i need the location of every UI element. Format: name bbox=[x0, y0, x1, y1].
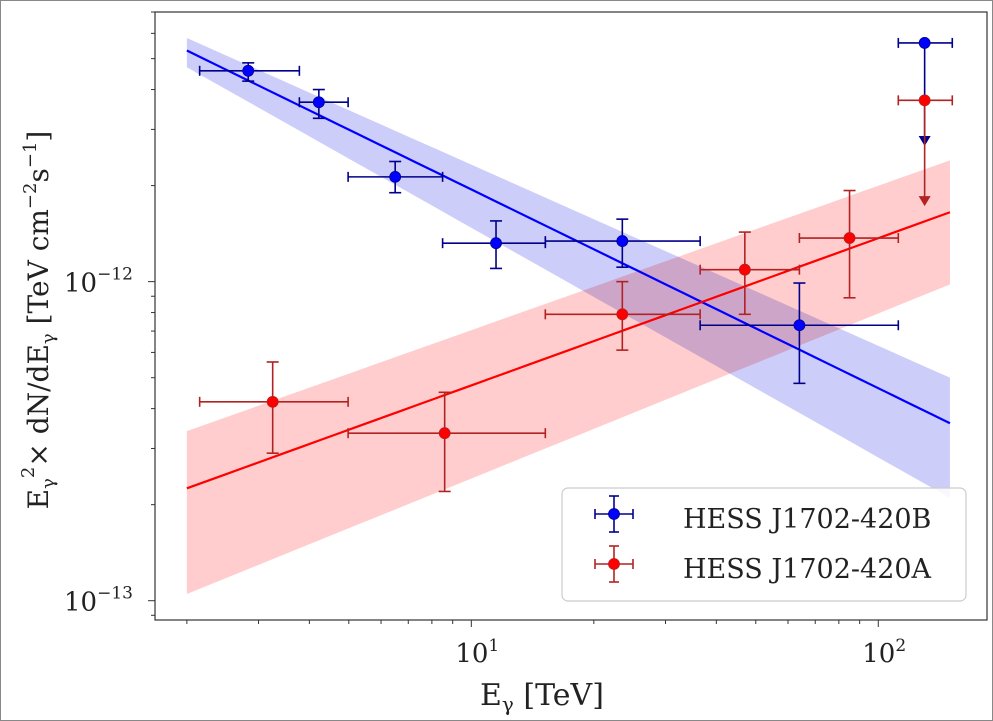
y-axis-ticks: 10−12 10−13 bbox=[64, 11, 155, 618]
x-axis-ticks: 101 102 bbox=[186, 620, 906, 669]
legend-label-a: HESS J1702-420A bbox=[683, 554, 932, 585]
marker bbox=[389, 170, 402, 183]
data-point bbox=[441, 220, 547, 270]
data-point bbox=[298, 88, 349, 120]
data-point bbox=[897, 94, 954, 207]
data-point bbox=[198, 361, 349, 454]
data-point bbox=[798, 189, 900, 299]
marker bbox=[490, 237, 502, 250]
fit-lines bbox=[186, 49, 951, 490]
marker bbox=[266, 395, 279, 408]
legend-marker-0 bbox=[608, 508, 620, 520]
marker bbox=[793, 319, 806, 332]
data-point bbox=[544, 218, 701, 268]
marker bbox=[918, 94, 931, 107]
x-tick-label: 101 bbox=[455, 636, 499, 669]
data-points bbox=[198, 37, 954, 493]
marker bbox=[738, 263, 751, 276]
data-point bbox=[347, 391, 547, 493]
confidence-band-0 bbox=[186, 38, 950, 498]
data-point bbox=[699, 282, 900, 385]
y-tick-label: 10−13 bbox=[64, 584, 133, 618]
marker bbox=[616, 235, 629, 247]
legend-label-b: HESS J1702-420B bbox=[683, 504, 931, 535]
fit-line-0 bbox=[186, 49, 951, 425]
legend: HESS J1702-420B HESS J1702-420A bbox=[561, 487, 967, 602]
marker bbox=[438, 427, 451, 440]
y-tick-label: 10−12 bbox=[64, 265, 133, 299]
marker bbox=[242, 64, 255, 77]
y-axis-label: Eγ2× dN/dEγ [TeV cm−2s−1] bbox=[18, 131, 59, 510]
marker bbox=[312, 96, 325, 109]
axes-frame bbox=[154, 11, 988, 621]
data-point bbox=[699, 231, 801, 316]
x-axis-label: Eγ [TeV] bbox=[480, 678, 604, 716]
fit-line-1 bbox=[186, 211, 951, 490]
data-point bbox=[198, 62, 301, 82]
legend-box bbox=[561, 487, 967, 602]
data-point bbox=[347, 160, 444, 194]
data-point bbox=[544, 280, 701, 351]
confidence-band-1 bbox=[186, 160, 950, 594]
legend-marker-1 bbox=[608, 558, 620, 570]
confidence-bands bbox=[186, 38, 950, 594]
marker bbox=[843, 232, 856, 244]
svg-text:Eγ2× dN/dEγ [TeV cm−2s−1]: Eγ2× dN/dEγ [TeV cm−2s−1] bbox=[18, 131, 59, 510]
upper-limit-arrow bbox=[918, 196, 931, 207]
marker bbox=[616, 308, 629, 321]
x-tick-label: 102 bbox=[862, 636, 906, 669]
marker bbox=[918, 37, 931, 49]
